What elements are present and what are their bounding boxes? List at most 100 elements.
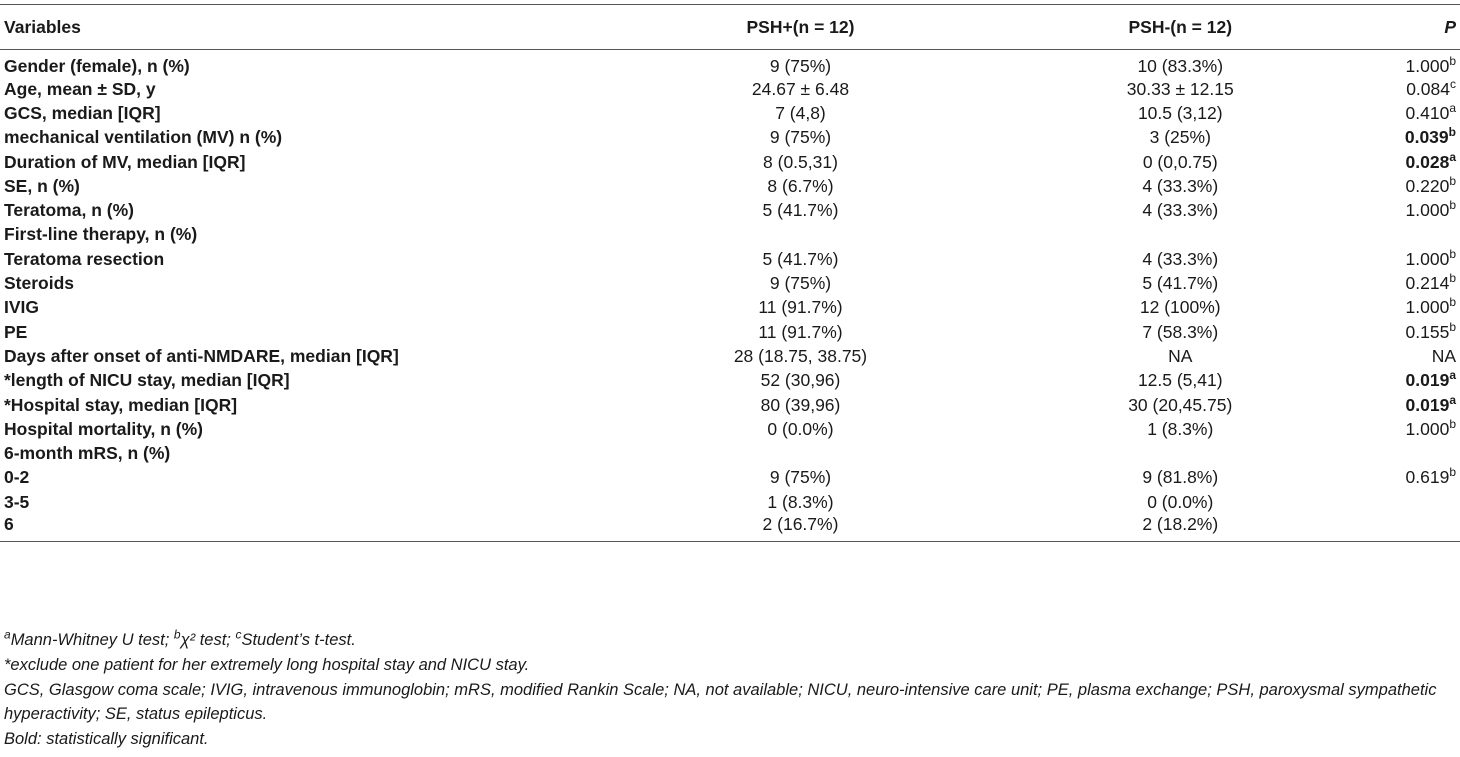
cell-psh-positive: 0 (0.0%) [767, 418, 834, 439]
table-row: First-line therapy, n (%) [0, 223, 1460, 247]
footnote-superscript: c [235, 627, 242, 642]
cell-psh-positive: 9 (75%) [769, 273, 832, 294]
table-row: 0-2 9 (75%) 9 (81.8%) 0.619b [0, 466, 1460, 490]
table-row: Hospital mortality, n (%) 0 (0.0%) 1 (8.3%… [0, 417, 1460, 441]
test-superscript: b [1449, 246, 1456, 261]
cell-psh-negative: 3 (25%) [1149, 127, 1211, 148]
cell-psh-positive: 5 (41.7%) [762, 248, 839, 269]
table-row: GCS, median [IQR] 7 (4,8) 10.5 (3,12) 0.410… [0, 101, 1460, 125]
cell-variable: 6-month mRS, n (%) [4, 443, 171, 464]
test-superscript: a [1449, 149, 1456, 164]
p-value-text: 1.000 [1405, 297, 1450, 318]
cell-psh-positive: 52 (30,96) [760, 370, 841, 391]
cell-p-value [1371, 490, 1460, 514]
cell-psh-positive: 11 (91.7%) [758, 297, 843, 318]
cell-variable: Steroids [4, 273, 75, 294]
header-variables: Variables [0, 4, 612, 50]
cell-p-value: NA [1371, 344, 1460, 368]
cell-variable: IVIG [4, 297, 40, 318]
test-superscript: b [1449, 174, 1456, 188]
footnote-abbreviations: GCS, Glasgow coma scale; IVIG, intraveno… [4, 681, 1437, 723]
cell-psh-negative [989, 223, 1371, 247]
p-value-text: 1.000 [1405, 248, 1450, 269]
p-value-text: 1.000 [1405, 200, 1450, 221]
test-superscript: b [1449, 198, 1456, 213]
footnote-test-text: Mann-Whitney U test; [10, 631, 174, 649]
test-superscript: b [1448, 125, 1456, 140]
cell-p-value: 0.019a [1371, 393, 1460, 417]
header-row: Variables PSH+(n = 12) PSH-(n = 12) P [0, 4, 1460, 50]
cell-variable: Age, mean ± SD, y [4, 78, 156, 99]
cell-variable: Days after onset of anti-NMDARE, median … [4, 345, 399, 366]
test-superscript: b [1449, 295, 1456, 310]
test-superscript: b [1449, 271, 1456, 286]
table-row: *Hospital stay, median [IQR] 80 (39,96) 30… [0, 393, 1460, 417]
cell-p-value: 0.619b [1371, 466, 1460, 490]
footnote-test-text: χ² test; [180, 631, 236, 649]
p-value-text: 0.410 [1405, 102, 1450, 123]
table-row: *length of NICU stay, median [IQR] 52 (30… [0, 369, 1460, 393]
test-superscript: b [1449, 465, 1456, 480]
cell-psh-negative: 30 (20,45.75) [1128, 394, 1233, 415]
cell-p-value: 0.155b [1371, 320, 1460, 344]
cell-psh-negative: 9 (81.8%) [1142, 467, 1219, 488]
p-value-text: 0.214 [1405, 273, 1450, 294]
cell-p-value: 0.028a [1371, 150, 1460, 174]
cell-psh-negative [989, 441, 1371, 465]
table-row: Gender (female), n (%) 9 (75%) 10 (83.3%) 1… [0, 50, 1460, 78]
cell-p-value: 0.019a [1371, 369, 1460, 393]
cell-psh-negative: 12 (100%) [1139, 297, 1221, 318]
footnote-bold: Bold: statistically significant. [4, 730, 209, 748]
table-header: Variables PSH+(n = 12) PSH-(n = 12) P [0, 4, 1460, 50]
cell-variable: Teratoma, n (%) [4, 200, 134, 221]
cell-psh-negative: 10 (83.3%) [1137, 56, 1224, 76]
test-superscript: c [1450, 76, 1456, 91]
cell-psh-negative: 12.5 (5,41) [1137, 370, 1223, 391]
p-value-text: 0.619 [1405, 467, 1450, 488]
header-psh-positive: PSH+(n = 12) [611, 4, 990, 50]
p-value-text: 0.028 [1405, 151, 1450, 172]
cell-p-value: 0.220b [1371, 174, 1460, 198]
p-value-text: NA [1431, 345, 1456, 366]
p-value-text: 1.000 [1405, 56, 1450, 76]
table-row: mechanical ventilation (MV) n (%) 9 (75%)… [0, 126, 1460, 150]
cell-psh-negative: 0 (0.0%) [1147, 491, 1214, 512]
cell-variable: Duration of MV, median [IQR] [4, 151, 246, 172]
cell-psh-negative: NA [1168, 345, 1193, 366]
table-row: IVIG 11 (91.7%) 12 (100%) 1.000b [0, 296, 1460, 320]
cell-p-value: 1.000b [1371, 50, 1460, 78]
cell-psh-negative: 7 (58.3%) [1142, 321, 1219, 342]
test-superscript: b [1449, 416, 1456, 431]
cell-psh-positive: 2 (16.7%) [611, 514, 990, 543]
table-row: PE 11 (91.7%) 7 (58.3%) 0.155b [0, 320, 1460, 344]
cell-psh-positive: 1 (8.3%) [767, 491, 834, 512]
cell-p-value: 0.084c [1371, 77, 1460, 101]
results-table: Variables PSH+(n = 12) PSH-(n = 12) P Ge… [0, 4, 1460, 543]
cell-psh-negative: 0 (0,0.75) [1142, 151, 1218, 172]
table-row: 6-month mRS, n (%) [0, 441, 1460, 465]
cell-psh-negative: 10.5 (3,12) [1137, 102, 1223, 123]
test-superscript: a [1449, 101, 1456, 116]
cell-psh-positive: 9 (75%) [769, 56, 832, 76]
cell-psh-positive: 7 (4,8) [775, 102, 826, 123]
cell-variable: 6 [0, 514, 612, 543]
cell-variable: First-line therapy, n (%) [4, 224, 198, 245]
cell-psh-negative: 4 (33.3%) [1142, 175, 1219, 196]
cell-variable: 3-5 [4, 491, 30, 512]
cell-variable: *Hospital stay, median [IQR] [4, 394, 238, 415]
footnote-superscript: a [4, 627, 11, 642]
cell-p-value [1371, 514, 1460, 543]
cell-variable: Gender (female), n (%) [4, 56, 190, 76]
cell-p-value: 0.039b [1371, 126, 1460, 150]
p-value-text: 0.084 [1406, 78, 1450, 99]
p-value-text: 0.155 [1405, 321, 1450, 342]
cell-psh-positive: 9 (75%) [769, 127, 832, 148]
cell-p-value: 0.214b [1371, 271, 1460, 295]
cell-psh-negative: 4 (33.3%) [1142, 200, 1219, 221]
cell-p-value: 1.000b [1371, 247, 1460, 271]
cell-psh-negative: 4 (33.3%) [1142, 248, 1219, 269]
header-psh-negative: PSH-(n = 12) [989, 4, 1372, 50]
cell-psh-negative: 1 (8.3%) [1147, 418, 1214, 439]
